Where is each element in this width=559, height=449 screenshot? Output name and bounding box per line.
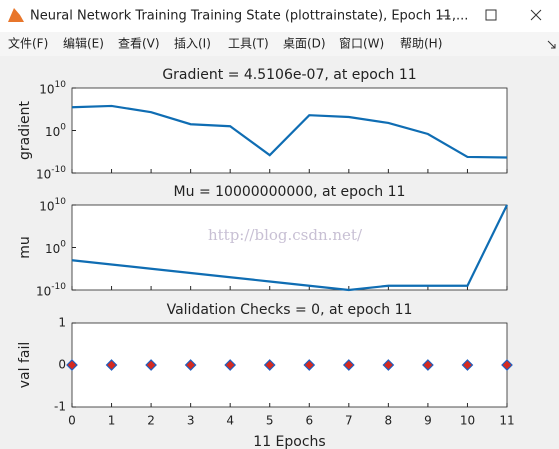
y-tick-label: 0 bbox=[58, 358, 66, 372]
x-tick-label: 10 bbox=[460, 414, 475, 428]
marker bbox=[184, 359, 197, 371]
series-line bbox=[71, 204, 508, 292]
marker bbox=[145, 359, 157, 371]
x-tick-label: 2 bbox=[147, 414, 155, 428]
x-tick-label: 3 bbox=[187, 414, 195, 428]
x-tick-label: 6 bbox=[305, 414, 313, 428]
close-button[interactable] bbox=[530, 9, 542, 21]
axes-box bbox=[71, 204, 508, 291]
y-tick-label: 1 bbox=[58, 316, 66, 330]
marker bbox=[461, 359, 474, 371]
x-tick-label: 8 bbox=[385, 414, 393, 428]
y-tick-label: -1 bbox=[54, 400, 66, 414]
dock-icon[interactable] bbox=[547, 40, 556, 49]
menu-item[interactable]: 插入(I) bbox=[174, 37, 211, 51]
y-axis-label: val fail bbox=[17, 342, 33, 389]
marker bbox=[342, 359, 355, 371]
chart-title: Gradient = 4.5106e-07, at epoch 11 bbox=[162, 67, 416, 83]
menu-item[interactable]: 编辑(E) bbox=[63, 36, 104, 51]
title-bar bbox=[0, 0, 559, 32]
marker bbox=[422, 359, 434, 371]
marker bbox=[303, 359, 316, 371]
app-icon bbox=[8, 8, 24, 22]
menu-item[interactable]: 帮助(H) bbox=[400, 37, 442, 51]
series-line bbox=[71, 104, 508, 159]
menu-item[interactable]: 窗口(W) bbox=[339, 37, 384, 51]
marker bbox=[263, 359, 276, 371]
menu-item[interactable]: 桌面(D) bbox=[283, 37, 326, 51]
marker bbox=[382, 359, 395, 371]
watermark: http://blog.csdn.net/ bbox=[208, 226, 363, 244]
marker bbox=[501, 359, 513, 371]
maximize-button[interactable] bbox=[485, 9, 497, 21]
chart-title: Validation Checks = 0, at epoch 11 bbox=[167, 302, 413, 318]
x-tick-label: 1 bbox=[108, 414, 116, 428]
x-axis-label: 11 Epochs bbox=[253, 434, 325, 449]
y-axis-label: gradient bbox=[17, 101, 33, 160]
chart-title: Mu = 10000000000, at epoch 11 bbox=[174, 184, 406, 200]
menu-item[interactable]: 工具(T) bbox=[228, 37, 269, 51]
marker bbox=[66, 359, 78, 371]
menu-item[interactable]: 查看(V) bbox=[118, 37, 160, 51]
x-tick-label: 7 bbox=[345, 414, 353, 428]
x-tick-label: 11 bbox=[499, 414, 514, 428]
window-title: Neural Network Training Training State (… bbox=[30, 9, 468, 24]
y-axis-label: mu bbox=[17, 236, 33, 259]
marker bbox=[105, 359, 118, 371]
x-tick-label: 5 bbox=[266, 414, 274, 428]
x-tick-label: 9 bbox=[424, 414, 432, 428]
menu-item[interactable]: 文件(F) bbox=[8, 36, 48, 51]
x-tick-label: 4 bbox=[226, 414, 234, 428]
axes-box bbox=[71, 322, 508, 408]
menu-bar bbox=[0, 32, 559, 56]
marker bbox=[224, 359, 237, 371]
x-tick-label: 0 bbox=[68, 414, 76, 428]
axes-box bbox=[71, 87, 508, 174]
